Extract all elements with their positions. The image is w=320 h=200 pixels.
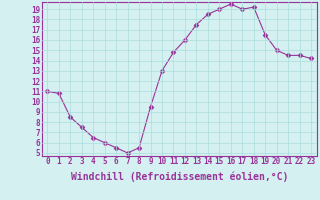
X-axis label: Windchill (Refroidissement éolien,°C): Windchill (Refroidissement éolien,°C) xyxy=(70,172,288,182)
